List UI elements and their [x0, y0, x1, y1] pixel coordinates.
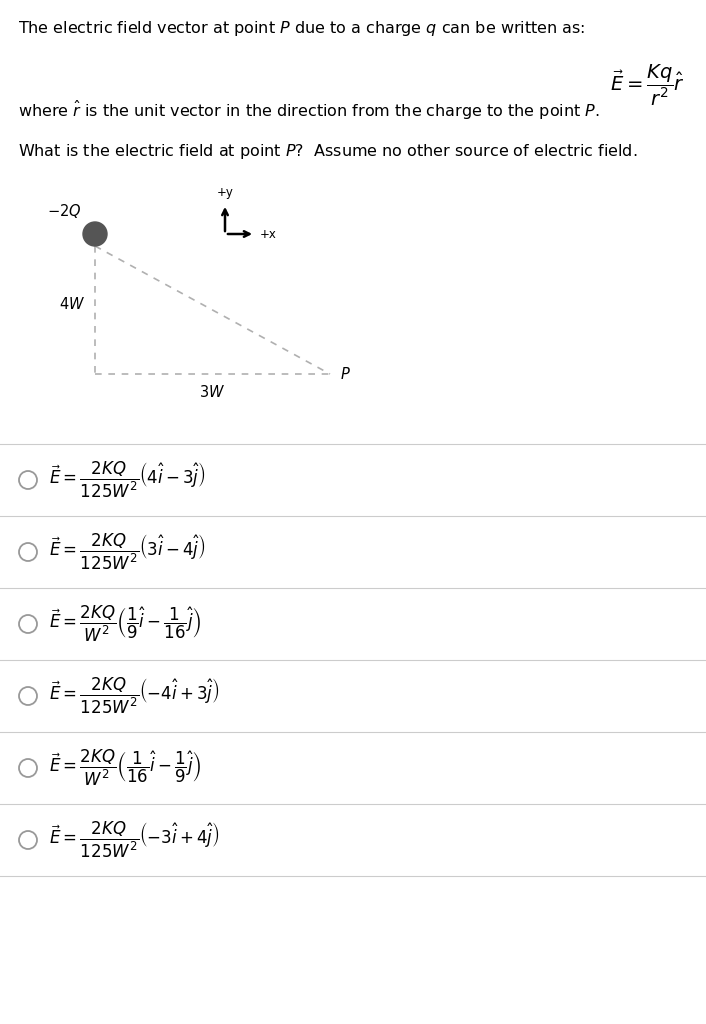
Text: $\vec{E} = \dfrac{2KQ}{125W^2}\left(4\hat{i} - 3\hat{j}\right)$: $\vec{E} = \dfrac{2KQ}{125W^2}\left(4\ha…	[49, 460, 205, 500]
Text: $\vec{E} = \dfrac{2KQ}{W^2}\left(\dfrac{1}{16}\hat{i} - \dfrac{1}{9}\hat{j}\righ: $\vec{E} = \dfrac{2KQ}{W^2}\left(\dfrac{…	[49, 748, 201, 788]
Circle shape	[83, 222, 107, 246]
Text: $\vec{E} = \dfrac{2KQ}{125W^2}\left(3\hat{i} - 4\hat{j}\right)$: $\vec{E} = \dfrac{2KQ}{125W^2}\left(3\ha…	[49, 531, 205, 572]
Text: $4W$: $4W$	[59, 296, 85, 312]
Text: The electric field vector at point $P$ due to a charge $q$ can be written as:: The electric field vector at point $P$ d…	[18, 19, 585, 38]
Text: $-2Q$: $-2Q$	[47, 202, 81, 220]
Text: $\vec{E} = \dfrac{2KQ}{125W^2}\left(-4\hat{i} + 3\hat{j}\right)$: $\vec{E} = \dfrac{2KQ}{125W^2}\left(-4\h…	[49, 676, 220, 716]
Text: $P$: $P$	[340, 366, 351, 382]
Text: What is the electric field at point $P$?  Assume no other source of electric fie: What is the electric field at point $P$?…	[18, 142, 638, 161]
Text: $\vec{E} = \dfrac{2KQ}{W^2}\left(\dfrac{1}{9}\hat{i} - \dfrac{1}{16}\hat{j}\righ: $\vec{E} = \dfrac{2KQ}{W^2}\left(\dfrac{…	[49, 604, 201, 644]
Text: +x: +x	[260, 227, 277, 241]
Text: $3W$: $3W$	[199, 384, 226, 400]
Text: $\vec{E} = \dfrac{Kq}{r^2}\hat{r}$: $\vec{E} = \dfrac{Kq}{r^2}\hat{r}$	[610, 62, 685, 108]
Text: $\vec{E} = \dfrac{2KQ}{125W^2}\left(-3\hat{i} + 4\hat{j}\right)$: $\vec{E} = \dfrac{2KQ}{125W^2}\left(-3\h…	[49, 820, 220, 860]
Text: where $\hat{r}$ is the unit vector in the direction from the charge to the point: where $\hat{r}$ is the unit vector in th…	[18, 99, 600, 122]
Text: +y: +y	[217, 186, 234, 199]
